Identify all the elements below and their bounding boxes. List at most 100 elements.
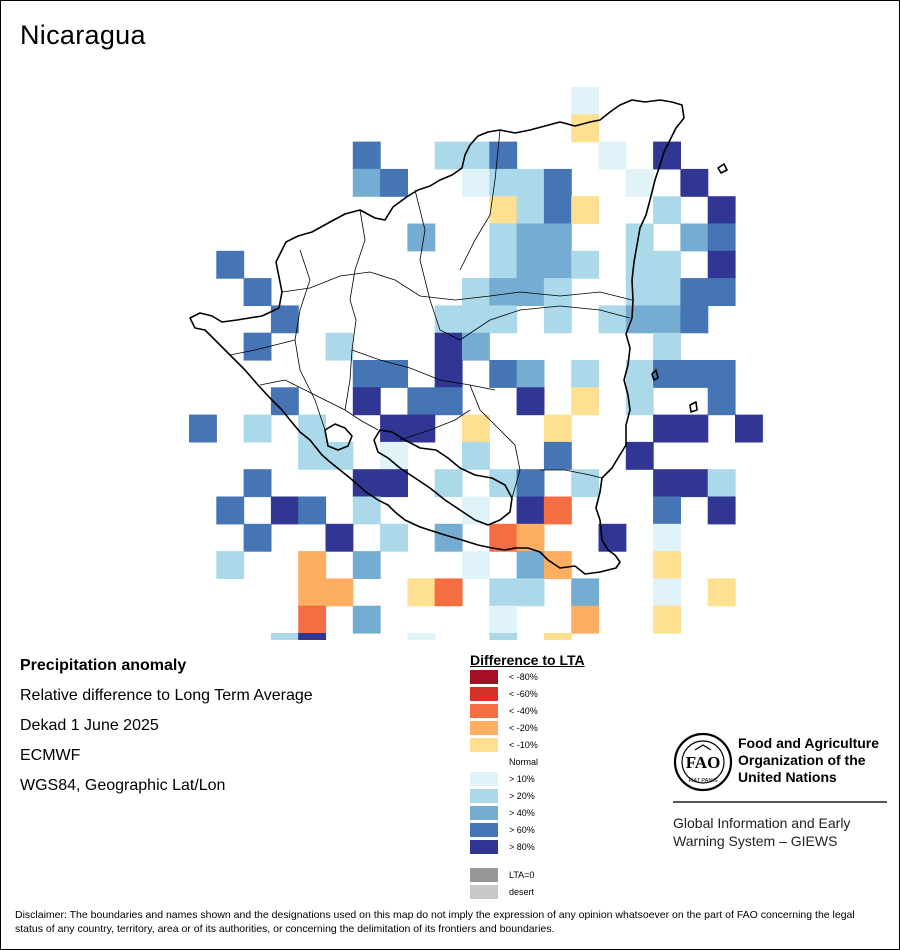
legend-swatch [470,738,498,752]
grid-cell [571,387,600,416]
grid-cell [653,496,681,525]
giews-name: Global Information and Early Warning Sys… [673,814,850,850]
grid-cell [325,578,354,607]
grid-cell [571,114,600,143]
grid-cell [653,469,681,498]
grid-cell [543,196,572,225]
grid-cell [270,387,299,416]
grid-cell [434,141,463,170]
grid-cell [352,387,381,416]
legend-swatch [470,868,498,882]
grid-cell [489,305,518,334]
grid-cell [489,223,518,252]
grid-cell [434,305,463,334]
grid-cell [543,551,572,579]
legend-label: desert [509,887,535,897]
fao-logo: FAO FIAT PANIS [673,732,733,792]
admin-boundary [229,339,296,356]
grid-cell [516,496,545,525]
grid-cell [489,250,518,279]
grid-cell [571,469,600,498]
info-source: ECMWF [20,747,81,764]
grid-cell [380,523,408,552]
admin-boundary [459,129,501,271]
grid-cell [434,387,463,416]
grid-cell [489,196,518,225]
legend-item: > 10% [470,772,535,786]
grid-cell [707,278,736,306]
grid-cell [653,250,681,279]
grid-cell [571,250,600,279]
grid-cell [516,223,545,252]
country-outline [189,99,685,575]
legend-swatch [470,885,498,899]
grid-cell [680,414,709,443]
grid-cell [352,496,381,525]
grid-cell [598,305,627,334]
grid-cell [489,141,518,170]
grid-cell [707,196,736,225]
info-period: Dekad 1 June 2025 [20,717,159,734]
grid-cell [735,414,763,443]
legend-item: LTA=0 [470,868,534,882]
island [651,369,659,381]
grid-cell [543,633,572,640]
legend-label: > 10% [509,774,535,784]
admin-boundary [294,249,326,431]
legend-item: < -20% [470,721,538,735]
grid-cell [543,496,572,525]
grid-cell [653,196,681,225]
giews-line: Warning System – GIEWS [673,833,838,849]
grid-cell [543,414,572,443]
grid-cell [598,523,627,552]
grid-cell [707,360,736,388]
admin-boundary [414,189,461,341]
grid-cell [380,469,408,498]
fao-name: Food and Agriculture Organization of the… [738,735,879,786]
fao-acronym: FAO [686,753,721,772]
grid-cell [298,414,327,443]
legend-label: > 40% [509,808,535,818]
grid-cell [434,360,463,388]
legend-item: < -80% [470,670,538,684]
legend-label: > 80% [509,842,535,852]
legend-swatch [470,687,498,701]
grid-cell [216,250,245,279]
grid-cell [434,469,463,498]
legend-swatch [470,789,498,803]
legend-label: > 20% [509,791,535,801]
grid-cell [653,551,681,579]
grid-cell [380,360,408,388]
legend-item: > 60% [470,823,535,837]
grid-cell [680,360,709,388]
map-info: Precipitation anomaly Relative differenc… [20,656,313,806]
grid-cell [462,441,490,470]
admin-boundary [459,305,631,341]
grid-cell [680,278,709,306]
legend-item: > 80% [470,840,535,854]
legend-label: < -20% [509,723,538,733]
island [689,401,698,413]
legend-label: LTA=0 [509,870,535,880]
grid-cell [707,387,736,416]
grid-cell [707,496,736,525]
admin-boundary [259,379,379,431]
grid-cell [543,441,572,470]
legend-item: Normal [470,755,538,769]
legend-item: > 20% [470,789,535,803]
grid-cell [352,141,381,170]
admin-boundary [540,469,603,479]
anomaly-map [189,87,763,640]
grid-cell [543,278,572,306]
legend-item: > 40% [470,806,535,820]
grid-cell [543,223,572,252]
divider [673,801,887,803]
legend-swatch [470,840,498,854]
grid-cell [434,578,463,607]
grid-cell [489,168,518,197]
legend-swatch [470,721,498,735]
admin-boundary [344,209,366,411]
grid-cell [598,141,627,170]
grid-cell [462,141,490,170]
info-subtitle: Relative difference to Long Term Average [20,687,313,704]
